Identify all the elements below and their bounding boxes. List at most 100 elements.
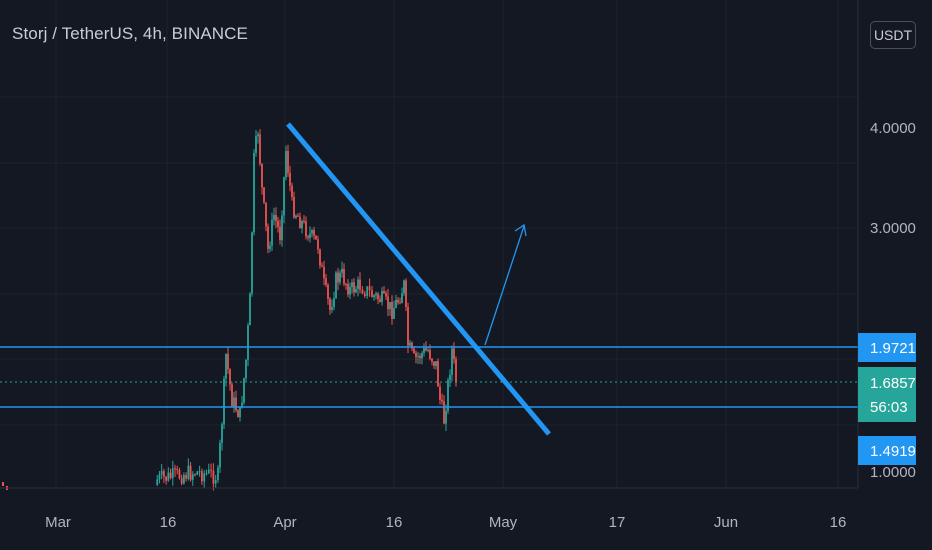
candle-body: [373, 295, 375, 298]
candle-body: [359, 279, 361, 290]
candle-body: [174, 468, 176, 470]
time-tick-label: 17: [609, 514, 626, 531]
candle-body: [317, 239, 319, 250]
candle-body: [381, 291, 383, 302]
candle-body: [267, 226, 269, 249]
candle-body: [439, 386, 441, 400]
candle-body: [327, 284, 329, 299]
candle-body: [407, 307, 409, 346]
price-tick-label: 4.0000: [870, 120, 916, 137]
currency-button[interactable]: USDT: [870, 21, 916, 49]
time-tick-label: Apr: [273, 514, 296, 531]
candle-body: [355, 288, 357, 293]
support-price-badge: 1.4919: [858, 436, 916, 465]
candle-body: [443, 401, 445, 424]
time-axis[interactable]: Mar 16 Apr 16 May 17 Jun 16: [45, 514, 846, 531]
candle-body: [257, 134, 259, 137]
time-tick-label: Mar: [45, 514, 71, 531]
candle-body: [180, 478, 183, 484]
candle-body: [393, 307, 395, 319]
candle-body: [405, 280, 407, 308]
candle-body: [385, 293, 387, 297]
candle-body: [441, 399, 443, 402]
candle-body: [289, 172, 291, 186]
candle-body: [395, 299, 397, 308]
candle-body: [343, 268, 345, 284]
candle-body: [313, 230, 315, 236]
candle-body: [247, 325, 249, 360]
candle-body: [309, 233, 311, 238]
candle-body: [321, 265, 323, 267]
breakout-arrow[interactable]: [484, 223, 527, 346]
support-price-label: 1.4919: [870, 443, 916, 460]
candle-body: [403, 280, 405, 294]
candle-body: [455, 359, 457, 382]
candle-body: [387, 296, 389, 310]
candle-body: [277, 220, 279, 227]
candle-body: [421, 353, 423, 359]
candle-body: [221, 424, 223, 443]
candle-body: [269, 245, 271, 249]
candle-body: [325, 278, 327, 285]
candle-body: [162, 471, 165, 477]
candle-body: [251, 232, 253, 294]
price-tick-label: 1.0000: [870, 464, 916, 481]
candle-body: [357, 279, 359, 289]
candle-body: [329, 298, 331, 310]
candle-body: [207, 469, 210, 474]
candle-body: [212, 470, 215, 484]
candle-body: [319, 249, 321, 266]
candle-body: [245, 359, 247, 379]
candle-body: [214, 480, 217, 484]
candle-body: [241, 402, 243, 408]
candle-body: [377, 293, 379, 300]
time-tick-label: 16: [386, 514, 403, 531]
candle-body: [233, 397, 235, 408]
candle-body: [311, 230, 313, 234]
descending-trendline[interactable]: [286, 122, 551, 436]
candle-body: [399, 302, 401, 304]
candle-body: [409, 342, 411, 346]
candle-body: [287, 150, 289, 173]
candle-body: [297, 215, 299, 217]
candle-body: [368, 286, 371, 291]
candle-body: [351, 282, 353, 288]
candle-body: [259, 134, 261, 164]
candle-body: [449, 374, 451, 381]
candle-body: [261, 163, 263, 188]
candle-body: [427, 349, 429, 351]
candle-body: [171, 468, 174, 478]
candle-body: [165, 476, 168, 481]
candle-body: [249, 293, 251, 326]
chart-title: Storj / TetherUS, 4h, BINANCE: [12, 24, 248, 43]
resistance-price-badge: 1.9721: [858, 333, 916, 362]
candle-body: [275, 214, 277, 221]
candle-body: [341, 268, 343, 273]
candle-body: [447, 380, 449, 411]
candle-body: [413, 348, 415, 354]
candle-body: [363, 293, 366, 296]
candlestick-series: [2, 129, 457, 491]
candle-body: [255, 136, 257, 153]
candle-body: [301, 221, 303, 229]
candle-body: [397, 299, 399, 303]
candle-body: [160, 471, 163, 475]
candle-body: [353, 282, 355, 293]
candle-body: [231, 384, 233, 408]
candle-body: [243, 378, 245, 403]
candle-body: [429, 349, 431, 359]
candle-body: [445, 410, 447, 424]
candle-body: [415, 353, 417, 357]
candle-body: [323, 266, 325, 279]
candle-body: [361, 289, 364, 294]
candle-body: [315, 235, 317, 240]
candle-body: [185, 475, 188, 479]
candle-body: [339, 272, 341, 283]
candle-body: [281, 215, 283, 241]
candle-body: [178, 469, 181, 479]
candle-body: [401, 293, 403, 304]
candle-body: [167, 472, 170, 481]
bar-countdown-label: 56:03: [870, 399, 908, 416]
candle-body: [303, 221, 305, 223]
